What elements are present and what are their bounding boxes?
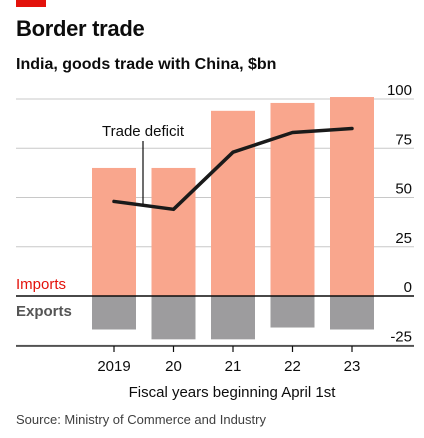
- y-tick-label: 25: [395, 230, 412, 247]
- series-label-imports: Imports: [16, 276, 66, 293]
- import-bar: [151, 167, 196, 296]
- export-bar: [92, 296, 136, 330]
- x-axis-title: Fiscal years beginning April 1st: [129, 384, 337, 401]
- x-tick-label: 22: [284, 358, 301, 375]
- series-label-exports: Exports: [16, 303, 72, 320]
- export-bar: [211, 296, 255, 340]
- brand-tag: [16, 0, 46, 7]
- y-tick-label: 50: [395, 181, 412, 198]
- import-bar: [92, 167, 136, 296]
- chart-title: Border trade: [16, 16, 145, 41]
- annotation-trade-deficit: Trade deficit: [102, 123, 185, 140]
- y-tick-label: -25: [390, 328, 412, 345]
- x-tick-label: 2019: [97, 358, 130, 375]
- x-tick-label: 21: [225, 358, 242, 375]
- source-note: Source: Ministry of Commerce and Industr…: [16, 412, 266, 427]
- y-tick-label: 100: [387, 82, 412, 99]
- import-bar: [211, 110, 255, 296]
- export-bar: [270, 296, 315, 328]
- y-tick-label: 75: [395, 131, 412, 148]
- y-tick-label: 0: [404, 279, 412, 296]
- export-bar: [151, 296, 196, 340]
- export-bar: [330, 296, 374, 330]
- x-tick-label: 20: [165, 358, 182, 375]
- x-tick-label: 23: [344, 358, 361, 375]
- chart-subtitle: India, goods trade with China, $bn: [16, 56, 277, 73]
- import-bar: [270, 102, 315, 296]
